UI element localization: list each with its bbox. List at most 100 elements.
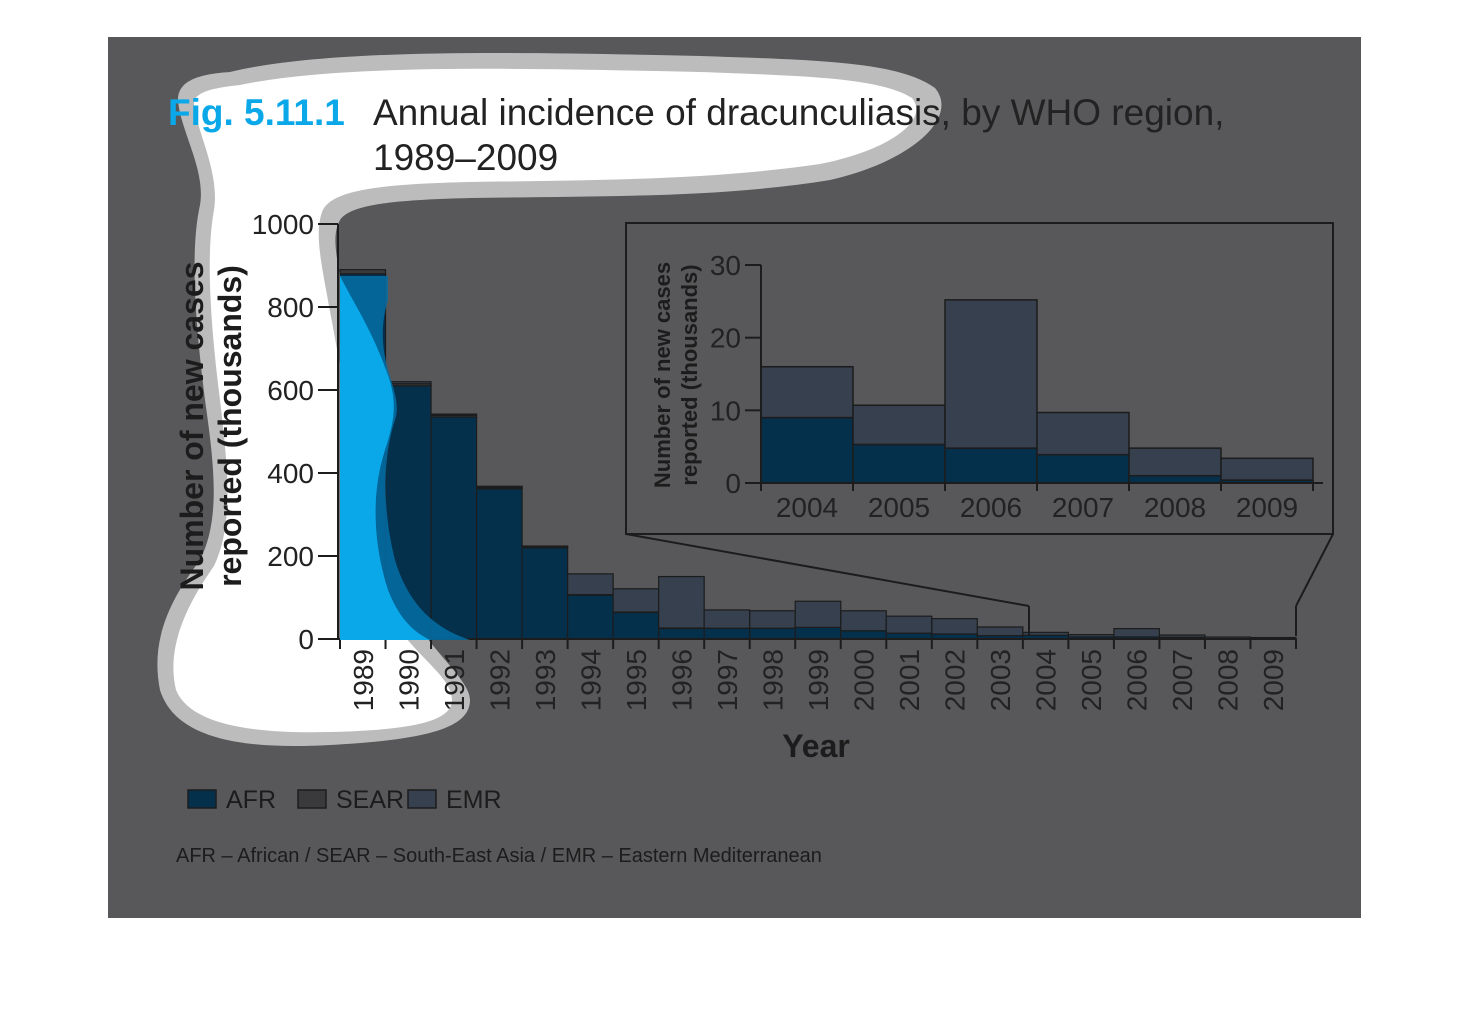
inset-x-tick-label-2004: 2004: [776, 492, 838, 523]
bar-emr-1996: [658, 575, 705, 629]
inset-bar-emr-2006: [944, 299, 1038, 449]
main-x-tick-label-1989: 1989: [348, 649, 379, 711]
figure-title-line2: 1989–2009: [373, 137, 558, 178]
inset-bar-emr-2007: [1036, 411, 1130, 456]
main-y-tick-label-200: 200: [267, 541, 314, 572]
main-y-tick-label-400: 400: [267, 458, 314, 489]
bar-emr-2005: [1067, 634, 1115, 638]
bar-emr-2003: [976, 626, 1024, 637]
inset-x-tick-label-2009: 2009: [1236, 492, 1298, 523]
inset-bars: [760, 299, 1314, 484]
bar-afr-1997: [703, 627, 751, 640]
bar-afr-1992: [475, 488, 523, 640]
bar-emr-1997: [703, 609, 751, 629]
inset-y-axis: 0 10 20 30: [710, 250, 762, 499]
main-x-tick-label-2001: 2001: [894, 649, 925, 711]
main-x-tick-label-1994: 1994: [575, 649, 606, 711]
main-y-tick-label-600: 600: [267, 375, 314, 406]
inset-bar-emr-2004: [760, 365, 854, 419]
main-y-axis: 0 200 400 600 800 1000: [252, 209, 339, 655]
inset-ylabel-line2: reported (thousands): [677, 264, 702, 485]
bar-emr-1998: [749, 610, 796, 629]
legend-swatch-afr: [187, 789, 217, 809]
inset-frame: [625, 222, 1334, 535]
main-x-tick-label-2005: 2005: [1076, 649, 1107, 711]
main-x-tick-label-2006: 2006: [1122, 649, 1153, 711]
legend-label-afr: AFR: [226, 786, 276, 814]
bar-emr-1992: [475, 485, 523, 489]
inset-y-tick-label-20: 20: [710, 323, 741, 354]
highlight-accent: [340, 276, 470, 640]
main-x-tick-label-1996: 1996: [666, 649, 697, 711]
footnote: AFR – African / SEAR – South-East Asia /…: [176, 845, 822, 867]
inset-x-tick-label-2007: 2007: [1052, 492, 1114, 523]
inset-connector-right: [1295, 533, 1334, 607]
main-x-tick-label-1992: 1992: [484, 649, 515, 711]
inset-x-tick-label-2008: 2008: [1144, 492, 1206, 523]
bar-afr-1993: [521, 547, 569, 640]
main-x-tick-label-2002: 2002: [940, 649, 971, 711]
bar-emr-1993: [521, 545, 569, 548]
highlight-accent-light: [340, 276, 430, 640]
inset-y-tick-label-0: 0: [725, 468, 741, 499]
main-x-tick-label-1990: 1990: [393, 649, 424, 711]
bar-emr-1990: [384, 381, 432, 385]
main-x-tick-label-2000: 2000: [849, 649, 880, 711]
inset-connector-left: [625, 533, 1030, 607]
inset-ylabel-line1: Number of new cases: [650, 262, 675, 488]
inset-bar-emr-2008: [1128, 447, 1222, 477]
bar-emr-2002: [931, 618, 978, 635]
inset-bar-afr-2007: [1036, 453, 1130, 484]
legend-label-emr: EMR: [446, 786, 502, 814]
bar-sear-1989: [339, 269, 387, 275]
main-x-tick-label-2004: 2004: [1031, 649, 1062, 711]
main-x-axis: 1989 1990 1991 1992 1993 1994 1995 1996 1997 1998…: [338, 638, 1297, 711]
bar-emr-1994: [567, 573, 614, 596]
bar-afr-1998: [749, 627, 796, 640]
inset-x-tick-label-2005: 2005: [868, 492, 930, 523]
inset-bar-afr-2008: [1128, 474, 1222, 484]
bar-emr-2001: [885, 615, 933, 634]
main-x-tick-label-2008: 2008: [1213, 649, 1244, 711]
main-y-tick-label-0: 0: [298, 624, 314, 655]
inset-bar-emr-2005: [852, 404, 946, 446]
bar-emr-1995: [612, 588, 660, 613]
bar-emr-1999: [794, 600, 842, 628]
main-ylabel-line1: Number of new cases: [174, 262, 210, 591]
inset-bar-afr-2004: [760, 416, 854, 484]
main-x-tick-label-1998: 1998: [757, 649, 788, 711]
main-y-tick-label-800: 800: [267, 292, 314, 323]
inset-bar-emr-2009: [1220, 457, 1314, 481]
main-x-tick-label-1995: 1995: [621, 649, 652, 711]
legend-swatch-emr: [407, 789, 437, 809]
inset-chart: 0 10 20 30 2004 2005 2006 2007 2008 2009 Number …: [625, 222, 1334, 636]
main-x-tick-label-1993: 1993: [530, 649, 561, 711]
bar-emr-2000: [840, 610, 887, 632]
figure-label: Fig. 5.11.1: [168, 92, 345, 133]
inset-x-axis: 2004 2005 2006 2007 2008 2009: [760, 482, 1323, 523]
main-y-tick-label-1000: 1000: [252, 209, 314, 240]
bar-afr-1996: [658, 627, 705, 640]
bar-emr-2006: [1113, 628, 1161, 638]
bar-afr-2000: [840, 630, 887, 640]
inset-x-tick-label-2006: 2006: [960, 492, 1022, 523]
figure-title-line1: Annual incidence of dracunculiasis, by W…: [373, 92, 1224, 133]
bar-afr-1999: [794, 626, 842, 640]
legend-swatch-sear: [297, 789, 327, 809]
main-xlabel: Year: [782, 728, 850, 764]
bar-emr-2007: [1158, 634, 1206, 638]
legend-label-sear: SEAR: [336, 786, 404, 814]
bar-afr-1994: [567, 594, 614, 640]
inset-y-tick-label-30: 30: [710, 250, 741, 281]
bar-emr-1991: [430, 413, 478, 416]
inset-bar-afr-2006: [944, 447, 1038, 484]
bar-afr-1991: [430, 416, 478, 640]
main-x-tick-label-1991: 1991: [439, 649, 470, 711]
legend: AFR SEAR EMR: [187, 786, 502, 814]
main-x-tick-label-2003: 2003: [985, 649, 1016, 711]
bar-emr-2004: [1022, 631, 1069, 636]
main-x-tick-label-1999: 1999: [803, 649, 834, 711]
main-x-tick-label-2007: 2007: [1167, 649, 1198, 711]
main-x-tick-label-1997: 1997: [712, 649, 743, 711]
